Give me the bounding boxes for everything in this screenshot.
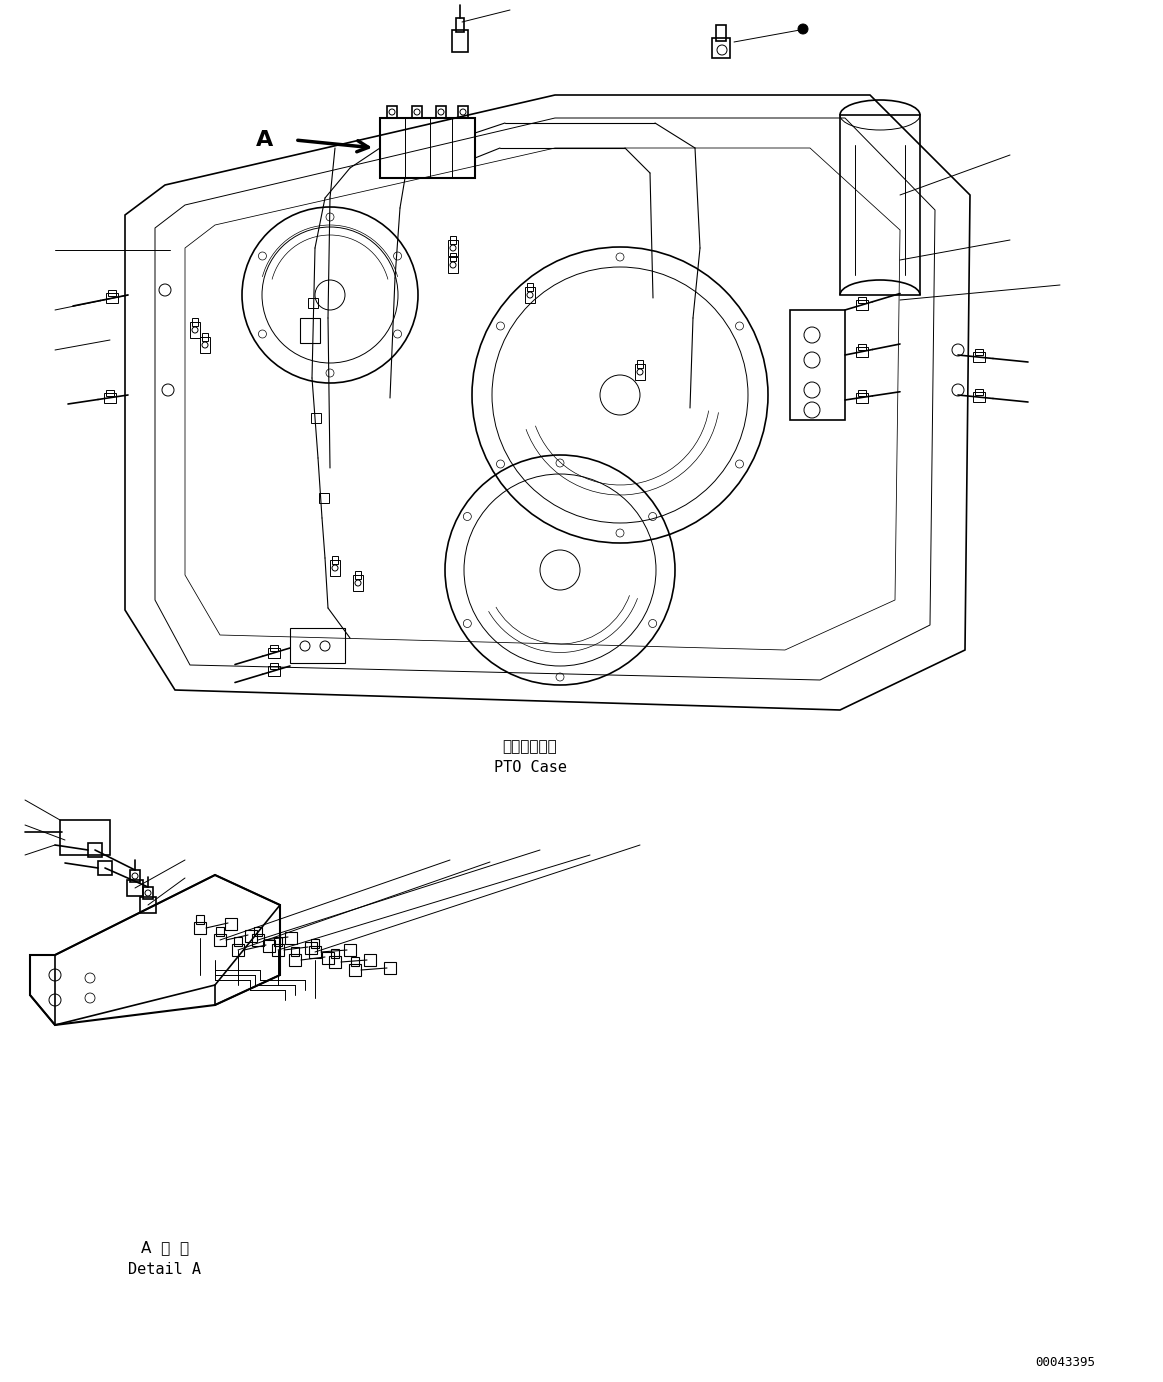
- Bar: [285, 931, 297, 944]
- Bar: [290, 627, 345, 663]
- Bar: [98, 861, 112, 875]
- Bar: [355, 571, 361, 579]
- Bar: [857, 390, 865, 395]
- Bar: [254, 927, 262, 936]
- Bar: [975, 390, 983, 395]
- Bar: [973, 392, 985, 402]
- Bar: [270, 645, 278, 651]
- Bar: [311, 938, 319, 948]
- Bar: [272, 944, 284, 956]
- Bar: [194, 922, 206, 934]
- Bar: [300, 318, 320, 343]
- Bar: [344, 944, 356, 956]
- Bar: [192, 318, 198, 326]
- Bar: [635, 363, 645, 380]
- Bar: [309, 947, 321, 958]
- Bar: [216, 927, 224, 936]
- Bar: [975, 350, 983, 355]
- Bar: [380, 117, 475, 178]
- Bar: [331, 949, 338, 958]
- Bar: [106, 390, 114, 395]
- Bar: [436, 106, 445, 117]
- Bar: [856, 300, 868, 310]
- Bar: [857, 344, 865, 350]
- Bar: [637, 359, 643, 368]
- Bar: [140, 897, 156, 914]
- Bar: [525, 287, 535, 303]
- Bar: [856, 347, 868, 357]
- Bar: [330, 560, 340, 576]
- Bar: [214, 934, 226, 947]
- Bar: [527, 283, 533, 292]
- Bar: [245, 930, 257, 943]
- Bar: [291, 947, 299, 956]
- Bar: [288, 954, 301, 966]
- Text: A: A: [256, 130, 273, 151]
- Bar: [412, 106, 422, 117]
- Bar: [106, 293, 117, 303]
- Bar: [354, 575, 363, 591]
- Bar: [387, 106, 397, 117]
- Bar: [267, 648, 279, 658]
- Bar: [130, 871, 140, 882]
- Bar: [190, 322, 200, 339]
- Bar: [104, 392, 116, 402]
- Text: 00043395: 00043395: [1035, 1356, 1096, 1368]
- Bar: [319, 493, 329, 503]
- Bar: [197, 915, 204, 925]
- Bar: [712, 37, 730, 58]
- Text: PTO Case: PTO Case: [493, 760, 566, 774]
- Polygon shape: [124, 95, 970, 710]
- Bar: [224, 918, 237, 930]
- Bar: [311, 413, 321, 423]
- Bar: [331, 556, 338, 564]
- Bar: [60, 820, 110, 855]
- Bar: [856, 392, 868, 402]
- Bar: [234, 937, 242, 947]
- Bar: [267, 666, 279, 676]
- Bar: [127, 880, 143, 896]
- Bar: [202, 333, 208, 341]
- Text: Detail A: Detail A: [128, 1263, 201, 1277]
- Text: A  詳  細: A 詳 細: [141, 1241, 190, 1255]
- Bar: [322, 952, 334, 965]
- Bar: [364, 954, 376, 966]
- Bar: [448, 257, 458, 274]
- Bar: [973, 352, 985, 362]
- Bar: [351, 956, 359, 966]
- Bar: [349, 965, 361, 976]
- Bar: [857, 297, 865, 303]
- Bar: [274, 937, 281, 947]
- Bar: [329, 956, 341, 967]
- Bar: [448, 240, 458, 256]
- Bar: [263, 940, 274, 952]
- Bar: [143, 887, 154, 900]
- Bar: [88, 843, 102, 857]
- Bar: [716, 25, 726, 41]
- Bar: [200, 337, 211, 352]
- Bar: [452, 30, 468, 53]
- Bar: [458, 106, 468, 117]
- Bar: [384, 962, 395, 974]
- Bar: [305, 943, 317, 954]
- Text: ＰＴＯケース: ＰＴＯケース: [502, 739, 557, 755]
- Bar: [270, 663, 278, 669]
- Bar: [308, 299, 317, 308]
- Bar: [450, 253, 456, 261]
- Bar: [231, 944, 244, 956]
- Circle shape: [798, 23, 808, 35]
- Bar: [456, 18, 464, 32]
- Bar: [450, 236, 456, 245]
- Bar: [790, 310, 846, 420]
- Bar: [107, 290, 115, 296]
- Bar: [252, 934, 264, 947]
